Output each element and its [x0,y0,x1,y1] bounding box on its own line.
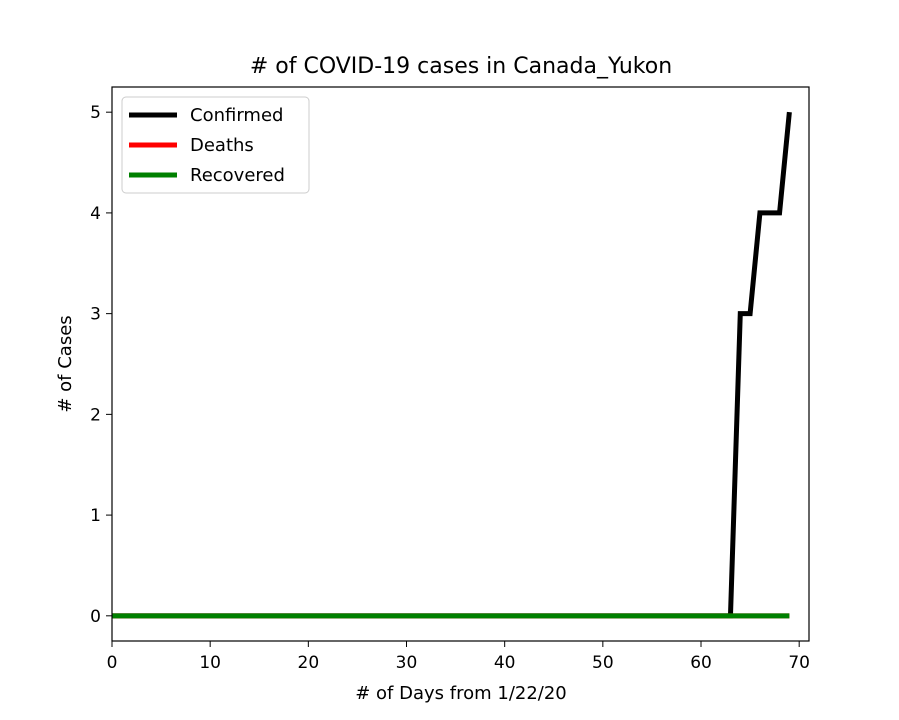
plot-border [111,86,810,642]
x-tick-label: 0 [107,653,118,673]
y-axis: 0 1 2 3 4 5 [90,103,112,627]
y-tick-label: 1 [90,506,101,526]
legend-label-deaths: Deaths [190,135,254,156]
x-tick-label: 60 [690,653,712,673]
y-tick-label: 5 [90,103,101,123]
x-tick-label: 40 [494,653,516,673]
y-tick-label: 4 [90,204,101,224]
y-tick-label: 0 [90,607,101,627]
x-tick-label: 70 [788,653,810,673]
series-line-confirmed [112,111,792,619]
x-tick-label: 20 [298,653,320,673]
y-tick-label: 3 [90,305,101,325]
y-axis-label: # of Cases [55,315,76,412]
legend-label-confirmed: Confirmed [190,105,283,126]
legend-label-recovered: Recovered [190,165,285,186]
chart-title: # of COVID-19 cases in Canada_Yukon [250,54,672,79]
legend: Confirmed Deaths Recovered [121,96,310,194]
x-tick-label: 10 [199,653,221,673]
x-axis: 0 10 20 30 40 50 60 70 [107,641,810,673]
y-tick-label: 2 [90,405,101,425]
x-tick-label: 50 [592,653,614,673]
x-tick-label: 30 [396,653,418,673]
legend-box [121,96,310,194]
x-axis-label: # of Days from 1/22/20 [355,683,567,704]
series-layer [112,111,792,619]
